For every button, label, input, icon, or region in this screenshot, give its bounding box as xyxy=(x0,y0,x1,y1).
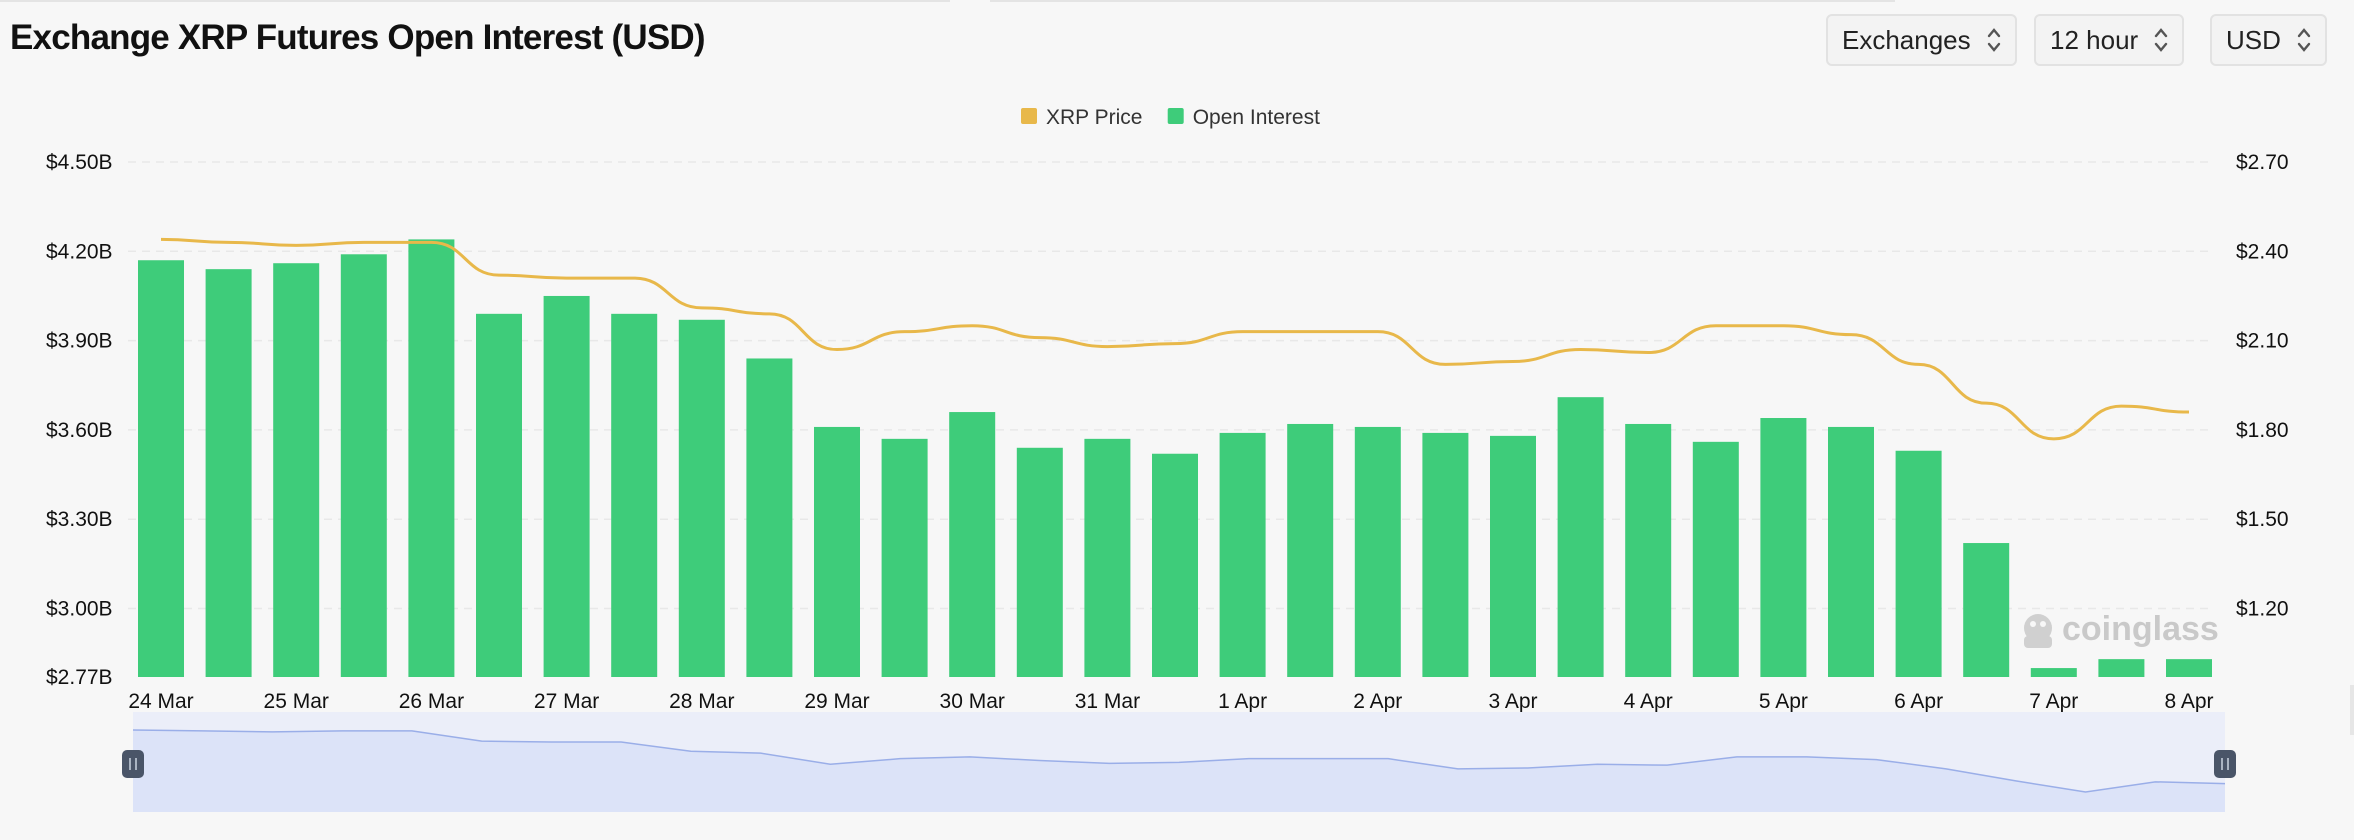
navigator-line xyxy=(132,729,2226,793)
y-tick-left: $2.77B xyxy=(46,666,113,689)
oi-bar xyxy=(1016,447,1063,677)
navigator-area xyxy=(133,730,2225,812)
oi-bar xyxy=(205,269,252,677)
chevron-up-down-icon xyxy=(2297,26,2311,54)
oi-bar xyxy=(543,295,590,677)
y-tick-right: $1.80 xyxy=(2236,419,2289,442)
oi-bar xyxy=(408,239,455,677)
oi-bar xyxy=(1692,441,1739,677)
x-tick-label: 26 Mar xyxy=(399,690,464,713)
x-tick-label: 30 Mar xyxy=(940,690,1005,713)
x-tick-label: 24 Mar xyxy=(128,690,193,713)
coinglass-watermark: coinglass xyxy=(2024,610,2219,648)
oi-bar xyxy=(2030,668,2077,677)
navigator-handle[interactable] xyxy=(2214,750,2236,778)
y-tick-left: $4.50B xyxy=(46,151,113,174)
y-tick-left: $3.30B xyxy=(46,508,113,531)
y-tick-right: $1.20 xyxy=(2236,598,2289,621)
y-tick-right: $2.70 xyxy=(2236,151,2289,174)
oi-bar xyxy=(1625,423,1672,677)
x-tick-label: 5 Apr xyxy=(1759,690,1808,713)
oi-bar xyxy=(1557,397,1604,677)
oi-bar xyxy=(678,319,725,677)
y-tick-left: $3.60B xyxy=(46,419,113,442)
oi-bar xyxy=(611,313,658,677)
y-tick-left: $3.00B xyxy=(46,598,113,621)
oi-bar xyxy=(2166,659,2212,677)
handle-grip xyxy=(122,750,144,778)
oi-bar xyxy=(1287,423,1334,677)
oi-bar xyxy=(1895,450,1942,677)
oi-bar xyxy=(1760,418,1807,677)
xrp-price-line xyxy=(160,237,2190,441)
oi-bar xyxy=(1422,432,1469,677)
oi-bar xyxy=(1828,426,1874,677)
x-tick-label: 3 Apr xyxy=(1488,690,1537,713)
page-title: Exchange XRP Futures Open Interest (USD) xyxy=(10,18,706,57)
x-tick-label: 1 Apr xyxy=(1218,690,1267,713)
oi-bar xyxy=(1354,426,1401,677)
x-tick-label: 31 Mar xyxy=(1075,690,1140,713)
x-tick-label: 27 Mar xyxy=(534,690,599,713)
oi-bar xyxy=(814,426,860,677)
oi-bar xyxy=(2098,659,2145,677)
oi-bar xyxy=(1490,435,1536,677)
legend-label: XRP Price xyxy=(1046,106,1142,129)
currency-select-label: USD xyxy=(2226,24,2281,55)
exchanges-select[interactable]: Exchanges xyxy=(1826,14,2017,66)
chevron-up-down-icon xyxy=(1987,26,2001,54)
oi-bar xyxy=(1152,453,1198,677)
range-navigator[interactable] xyxy=(122,712,2236,812)
y-tick-right: $1.50 xyxy=(2236,508,2289,531)
interval-select[interactable]: 12 hour xyxy=(2034,14,2185,66)
scroll-edge xyxy=(2350,685,2354,735)
x-tick-label: 7 Apr xyxy=(2029,690,2078,713)
oi-bar xyxy=(273,263,320,677)
top-divider-right xyxy=(990,0,1895,2)
legend-label: Open Interest xyxy=(1193,106,1320,129)
y-tick-left: $3.90B xyxy=(46,330,113,353)
navigator-handle[interactable] xyxy=(122,750,144,778)
interval-select-label: 12 hour xyxy=(2050,24,2139,55)
chevron-up-down-icon xyxy=(2154,26,2168,54)
oi-bar xyxy=(881,438,928,677)
exchanges-select-label: Exchanges xyxy=(1842,24,1971,55)
x-tick-label: 2 Apr xyxy=(1353,690,1402,713)
oi-bar xyxy=(1963,543,2010,677)
x-tick-label: 28 Mar xyxy=(669,690,734,713)
y-tick-right: $2.10 xyxy=(2236,330,2289,353)
x-tick-label: 25 Mar xyxy=(264,690,329,713)
coinglass-logo-icon xyxy=(2024,614,2052,648)
y-tick-left: $4.20B xyxy=(46,240,113,263)
oi-bar xyxy=(138,260,184,677)
legend-swatch xyxy=(1167,108,1184,124)
oi-bar xyxy=(1219,432,1266,677)
x-tick-label: 6 Apr xyxy=(1894,690,1943,713)
handle-grip xyxy=(2214,750,2236,778)
oi-bar xyxy=(949,412,996,677)
x-tick-label: 4 Apr xyxy=(1624,690,1673,713)
x-tick-label: 29 Mar xyxy=(804,690,869,713)
legend-swatch xyxy=(1021,108,1037,124)
watermark-text: coinglass xyxy=(2062,610,2219,648)
currency-select[interactable]: USD xyxy=(2210,14,2327,66)
oi-bar xyxy=(476,313,522,677)
x-tick-label: 8 Apr xyxy=(2164,690,2213,713)
y-tick-right: $2.40 xyxy=(2236,240,2289,263)
oi-bar xyxy=(746,358,793,677)
top-divider-left xyxy=(0,0,950,2)
oi-bar xyxy=(1084,438,1131,677)
oi-bar xyxy=(340,254,387,677)
